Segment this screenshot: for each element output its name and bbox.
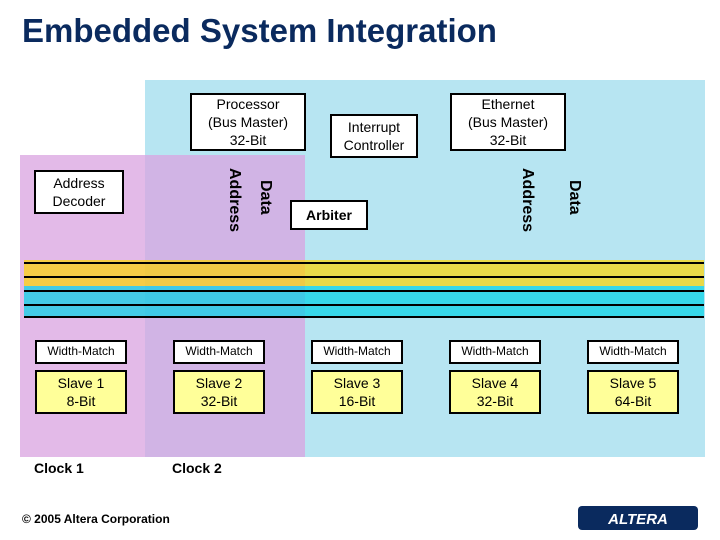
wm-label: Width-Match [185, 344, 252, 360]
slave-bits: 32-Bit [472, 392, 519, 410]
processor-box: Processor (Bus Master) 32-Bit [190, 93, 306, 151]
slave-name: Slave 2 [196, 374, 243, 392]
data-label-2: Data [565, 180, 583, 215]
address-decoder-box: Address Decoder [34, 170, 124, 214]
clock-1-label: Clock 1 [34, 460, 84, 476]
ethernet-l3: 32-Bit [468, 131, 548, 149]
width-match-1: Width-Match [35, 340, 127, 364]
arbiter-box: Arbiter [290, 200, 368, 230]
interrupt-controller-box: Interrupt Controller [330, 114, 418, 158]
slave-bits: 64-Bit [610, 392, 657, 410]
width-match-3: Width-Match [311, 340, 403, 364]
slave-bits: 32-Bit [196, 392, 243, 410]
diagram-canvas: Embedded System Integration Processor (B… [0, 0, 720, 540]
width-match-5: Width-Match [587, 340, 679, 364]
arbiter-label: Arbiter [306, 206, 352, 224]
slave-name: Slave 5 [610, 374, 657, 392]
ethernet-l2: (Bus Master) [468, 113, 548, 131]
slave-name: Slave 3 [334, 374, 381, 392]
slave-3: Slave 3 16-Bit [311, 370, 403, 414]
bus-band [24, 260, 704, 318]
data-label-1: Data [256, 180, 274, 215]
slave-name: Slave 4 [472, 374, 519, 392]
interrupt-l2: Controller [344, 136, 405, 154]
ethernet-l1: Ethernet [468, 95, 548, 113]
addr-dec-l2: Decoder [53, 192, 106, 210]
logo-text: ALTERA [607, 511, 668, 528]
page-title: Embedded System Integration [22, 12, 497, 50]
slave-5: Slave 5 64-Bit [587, 370, 679, 414]
clock-2-label: Clock 2 [172, 460, 222, 476]
slave-1: Slave 1 8-Bit [35, 370, 127, 414]
processor-l2: (Bus Master) [208, 113, 288, 131]
wm-label: Width-Match [47, 344, 114, 360]
wm-label: Width-Match [599, 344, 666, 360]
wm-label: Width-Match [323, 344, 390, 360]
ethernet-box: Ethernet (Bus Master) 32-Bit [450, 93, 566, 151]
address-label-2: Address [518, 168, 536, 232]
processor-l1: Processor [208, 95, 288, 113]
slave-2: Slave 2 32-Bit [173, 370, 265, 414]
wm-label: Width-Match [461, 344, 528, 360]
address-label-1: Address [225, 168, 243, 232]
slave-name: Slave 1 [58, 374, 105, 392]
slave-bits: 8-Bit [58, 392, 105, 410]
slave-bits: 16-Bit [334, 392, 381, 410]
addr-dec-l1: Address [53, 174, 106, 192]
interrupt-l1: Interrupt [344, 118, 405, 136]
altera-logo: ALTERA [578, 504, 698, 532]
width-match-4: Width-Match [449, 340, 541, 364]
width-match-2: Width-Match [173, 340, 265, 364]
slave-4: Slave 4 32-Bit [449, 370, 541, 414]
copyright: © 2005 Altera Corporation [22, 512, 170, 526]
processor-l3: 32-Bit [208, 131, 288, 149]
